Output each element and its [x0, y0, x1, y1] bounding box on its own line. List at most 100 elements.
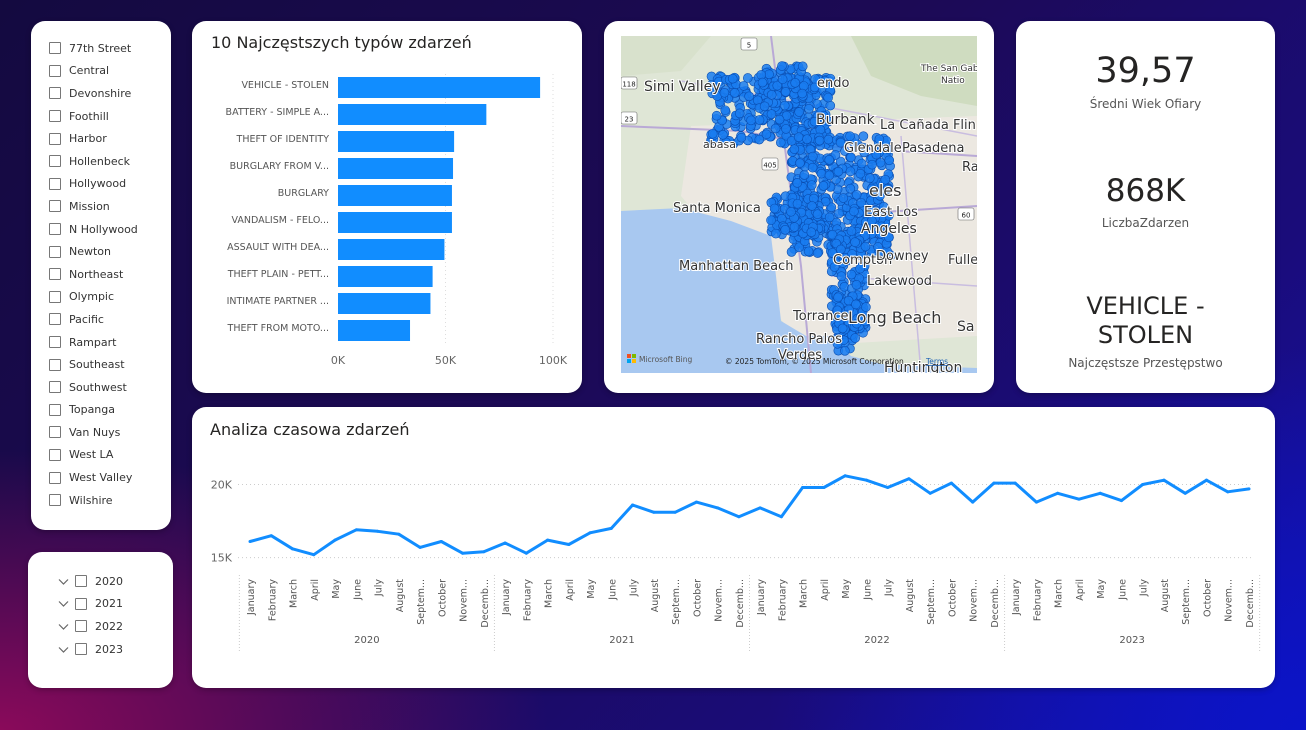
- crime-point[interactable]: [824, 155, 835, 165]
- crime-point[interactable]: [836, 271, 847, 282]
- crime-point[interactable]: [824, 212, 835, 223]
- crime-point[interactable]: [818, 181, 829, 191]
- crime-point[interactable]: [845, 166, 856, 177]
- line-point[interactable]: [1226, 490, 1230, 494]
- crime-point[interactable]: [860, 241, 871, 252]
- crime-point[interactable]: [850, 333, 861, 343]
- chevron-down-icon[interactable]: [58, 621, 69, 632]
- checkbox[interactable]: [49, 42, 61, 55]
- crime-point[interactable]: [719, 87, 730, 98]
- crime-point[interactable]: [795, 158, 805, 168]
- line-point[interactable]: [864, 478, 868, 482]
- crime-point[interactable]: [766, 90, 777, 100]
- bar[interactable]: [338, 77, 541, 98]
- crime-point[interactable]: [807, 180, 817, 190]
- crime-point[interactable]: [807, 201, 817, 211]
- line-point[interactable]: [1013, 481, 1017, 485]
- checkbox[interactable]: [75, 597, 87, 610]
- crime-point[interactable]: [769, 203, 780, 214]
- checkbox[interactable]: [49, 336, 61, 349]
- crime-point[interactable]: [770, 123, 781, 134]
- crime-point[interactable]: [856, 197, 866, 208]
- district-option[interactable]: Foothill: [49, 105, 138, 128]
- line-point[interactable]: [907, 477, 911, 481]
- crime-point[interactable]: [875, 157, 886, 168]
- crime-point[interactable]: [761, 129, 772, 140]
- line-point[interactable]: [631, 503, 635, 507]
- year-option[interactable]: 2021: [58, 593, 123, 616]
- crime-point[interactable]: [884, 144, 894, 155]
- crime-point[interactable]: [867, 183, 877, 194]
- crime-point[interactable]: [869, 206, 879, 216]
- crime-point[interactable]: [780, 225, 791, 235]
- checkbox[interactable]: [49, 426, 61, 439]
- crime-point[interactable]: [757, 77, 768, 88]
- crime-point[interactable]: [792, 198, 803, 209]
- line-point[interactable]: [886, 485, 890, 489]
- crime-point[interactable]: [826, 202, 837, 213]
- checkbox[interactable]: [49, 290, 61, 303]
- crime-point[interactable]: [812, 209, 823, 219]
- crime-point[interactable]: [823, 134, 834, 145]
- crime-point[interactable]: [849, 206, 859, 217]
- year-option[interactable]: 2023: [58, 638, 123, 661]
- crime-point[interactable]: [867, 159, 877, 170]
- bar[interactable]: [338, 131, 455, 152]
- line-point[interactable]: [1034, 500, 1038, 504]
- crime-point[interactable]: [808, 151, 818, 162]
- line-point[interactable]: [971, 500, 975, 504]
- crime-point[interactable]: [789, 144, 800, 154]
- crime-point[interactable]: [882, 184, 893, 194]
- line-point[interactable]: [269, 534, 273, 538]
- bar[interactable]: [338, 320, 411, 341]
- district-option[interactable]: Van Nuys: [49, 421, 138, 444]
- line-point[interactable]: [312, 553, 316, 557]
- crime-point[interactable]: [875, 191, 885, 201]
- line-point[interactable]: [1204, 478, 1208, 482]
- crime-point[interactable]: [736, 132, 747, 143]
- crime-point[interactable]: [816, 168, 827, 179]
- crime-point[interactable]: [864, 173, 875, 184]
- line-point[interactable]: [716, 506, 720, 510]
- crime-point[interactable]: [859, 147, 870, 158]
- crime-point[interactable]: [856, 158, 867, 169]
- crime-point[interactable]: [707, 128, 718, 139]
- crime-point[interactable]: [738, 81, 749, 91]
- checkbox[interactable]: [49, 471, 61, 484]
- crime-point[interactable]: [825, 100, 836, 111]
- checkbox[interactable]: [49, 87, 61, 100]
- crime-point[interactable]: [858, 131, 869, 141]
- crime-point[interactable]: [797, 88, 807, 99]
- crime-point[interactable]: [846, 152, 856, 163]
- district-option[interactable]: Southeast: [49, 353, 138, 376]
- crime-point[interactable]: [814, 135, 825, 146]
- crime-point[interactable]: [855, 263, 865, 274]
- bar[interactable]: [338, 185, 452, 206]
- crime-point[interactable]: [734, 108, 745, 119]
- crime-point[interactable]: [833, 292, 843, 303]
- crime-point[interactable]: [827, 248, 838, 258]
- crime-point[interactable]: [829, 262, 840, 272]
- crime-point[interactable]: [729, 88, 740, 98]
- crime-point[interactable]: [833, 166, 844, 177]
- district-option[interactable]: Southwest: [49, 376, 138, 399]
- checkbox[interactable]: [75, 575, 87, 588]
- crime-point[interactable]: [809, 116, 820, 127]
- crime-point[interactable]: [851, 280, 862, 290]
- line-point[interactable]: [333, 538, 337, 542]
- crime-point[interactable]: [806, 227, 817, 237]
- district-option[interactable]: Hollenbeck: [49, 150, 138, 173]
- crime-point[interactable]: [874, 134, 885, 145]
- crime-point[interactable]: [880, 174, 891, 185]
- line-point[interactable]: [1162, 478, 1166, 482]
- checkbox[interactable]: [49, 177, 61, 190]
- checkbox[interactable]: [49, 223, 61, 236]
- crime-point[interactable]: [823, 92, 833, 103]
- crime-point[interactable]: [840, 346, 850, 356]
- crime-point[interactable]: [771, 228, 781, 239]
- district-option[interactable]: N Hollywood: [49, 218, 138, 241]
- crime-point[interactable]: [823, 116, 834, 127]
- checkbox[interactable]: [49, 132, 61, 145]
- crime-point[interactable]: [812, 248, 823, 258]
- crime-point[interactable]: [775, 137, 786, 148]
